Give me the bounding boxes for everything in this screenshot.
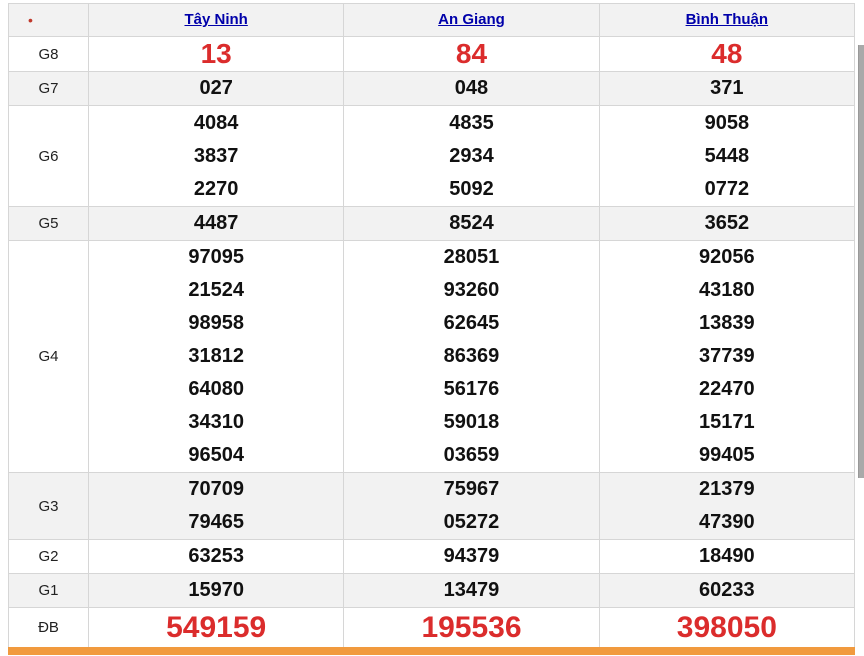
prize-label: G8 <box>8 36 89 72</box>
prize-cell: 28051 93260 62645 86369 56176 59018 0365… <box>343 240 600 473</box>
prize-number: 05272 <box>443 511 500 533</box>
prize-number: 60233 <box>598 573 856 608</box>
prize-number: 63253 <box>87 539 345 574</box>
prize-label: G5 <box>8 206 89 241</box>
prize-number: 13 <box>87 36 345 72</box>
prize-label: G3 <box>8 472 89 540</box>
table-row-g6: G6 4084 3837 2270 4835 2934 5092 9058 54… <box>8 105 856 207</box>
prize-number: 93260 <box>443 279 500 301</box>
table-row-g2: G2 63253 94379 18490 <box>8 539 856 574</box>
prize-number: 37739 <box>699 345 755 367</box>
prize-number: 5448 <box>704 144 750 167</box>
prize-number: 195536 <box>343 607 600 648</box>
prize-number: 8524 <box>343 206 600 241</box>
results-table: • Tây Ninh An Giang Bình Thuận G8 13 84 … <box>8 3 856 648</box>
prize-number: 03659 <box>443 444 500 466</box>
prize-number: 70709 <box>188 478 244 500</box>
prize-number: 21524 <box>188 279 244 301</box>
prize-number: 21379 <box>699 478 755 500</box>
prize-number: 28051 <box>443 246 500 268</box>
prize-label: G7 <box>8 71 89 106</box>
prize-label: G1 <box>8 573 89 608</box>
prize-number: 0772 <box>704 177 750 200</box>
prize-number: 13479 <box>343 573 600 608</box>
prize-number: 22470 <box>699 378 755 400</box>
prize-number: 2270 <box>193 177 239 200</box>
prize-cell: 97095 21524 98958 31812 64080 34310 9650… <box>87 240 345 473</box>
prize-number: 79465 <box>188 511 244 533</box>
prize-number: 92056 <box>699 246 755 268</box>
prize-number: 13839 <box>699 312 755 334</box>
prize-number: 75967 <box>443 478 500 500</box>
prize-cell: 4084 3837 2270 <box>87 105 345 207</box>
prize-number: 64080 <box>188 378 244 400</box>
prize-label: ĐB <box>8 607 89 648</box>
prize-number: 99405 <box>699 444 755 466</box>
prize-cell: 75967 05272 <box>343 472 600 540</box>
prize-number: 027 <box>87 71 345 106</box>
lottery-results-panel: • Tây Ninh An Giang Bình Thuận G8 13 84 … <box>8 3 856 648</box>
table-row-g7: G7 027 048 371 <box>8 71 856 106</box>
prize-number: 56176 <box>443 378 500 400</box>
column-header-tay-ninh: Tây Ninh <box>87 3 345 37</box>
prize-number: 31812 <box>188 345 244 367</box>
prize-cell: 9058 5448 0772 <box>598 105 856 207</box>
prize-number: 48 <box>598 36 856 72</box>
prize-number: 86369 <box>443 345 500 367</box>
table-row-g1: G1 15970 13479 60233 <box>8 573 856 608</box>
prize-number: 84 <box>343 36 600 72</box>
table-row-g8: G8 13 84 48 <box>8 36 856 72</box>
prize-number: 15171 <box>699 411 755 433</box>
prize-label: G6 <box>8 105 89 207</box>
table-header-row: • Tây Ninh An Giang Bình Thuận <box>8 3 856 37</box>
table-row-g4: G4 97095 21524 98958 31812 64080 34310 9… <box>8 240 856 473</box>
prize-number: 96504 <box>188 444 244 466</box>
prize-number: 4835 <box>449 111 494 134</box>
table-row-g5: G5 4487 8524 3652 <box>8 206 856 241</box>
prize-number: 5092 <box>449 177 494 200</box>
prize-cell: 70709 79465 <box>87 472 345 540</box>
province-link-tay-ninh[interactable]: Tây Ninh <box>184 11 248 28</box>
bottom-accent-bar <box>8 647 855 655</box>
province-link-an-giang[interactable]: An Giang <box>438 11 505 28</box>
corner-marker-dot: • <box>28 11 33 28</box>
prize-label: G2 <box>8 539 89 574</box>
prize-number: 18490 <box>598 539 856 574</box>
province-link-binh-thuan[interactable]: Bình Thuận <box>685 11 769 28</box>
prize-number: 59018 <box>443 411 500 433</box>
prize-number: 549159 <box>87 607 345 648</box>
prize-number: 398050 <box>598 607 856 648</box>
corner-cell: • <box>8 3 89 37</box>
prize-label: G4 <box>8 240 89 473</box>
table-row-db: ĐB 549159 195536 398050 <box>8 607 856 648</box>
column-header-binh-thuan: Bình Thuận <box>598 3 856 37</box>
scrollbar-thumb[interactable] <box>858 45 864 478</box>
prize-cell: 4835 2934 5092 <box>343 105 600 207</box>
column-header-an-giang: An Giang <box>343 3 600 37</box>
prize-number: 43180 <box>699 279 755 301</box>
prize-number: 2934 <box>449 144 494 167</box>
prize-number: 371 <box>598 71 856 106</box>
prize-number: 62645 <box>443 312 500 334</box>
prize-number: 3652 <box>598 206 856 241</box>
table-row-g3: G3 70709 79465 75967 05272 21379 47390 <box>8 472 856 540</box>
prize-number: 94379 <box>343 539 600 574</box>
prize-number: 98958 <box>188 312 244 334</box>
prize-number: 3837 <box>193 144 239 167</box>
prize-number: 47390 <box>699 511 755 533</box>
prize-cell: 21379 47390 <box>598 472 856 540</box>
prize-number: 4487 <box>87 206 345 241</box>
prize-number: 97095 <box>188 246 244 268</box>
prize-number: 15970 <box>87 573 345 608</box>
prize-number: 4084 <box>193 111 239 134</box>
prize-number: 34310 <box>188 411 244 433</box>
prize-number: 9058 <box>704 111 750 134</box>
prize-number: 048 <box>343 71 600 106</box>
prize-cell: 92056 43180 13839 37739 22470 15171 9940… <box>598 240 856 473</box>
